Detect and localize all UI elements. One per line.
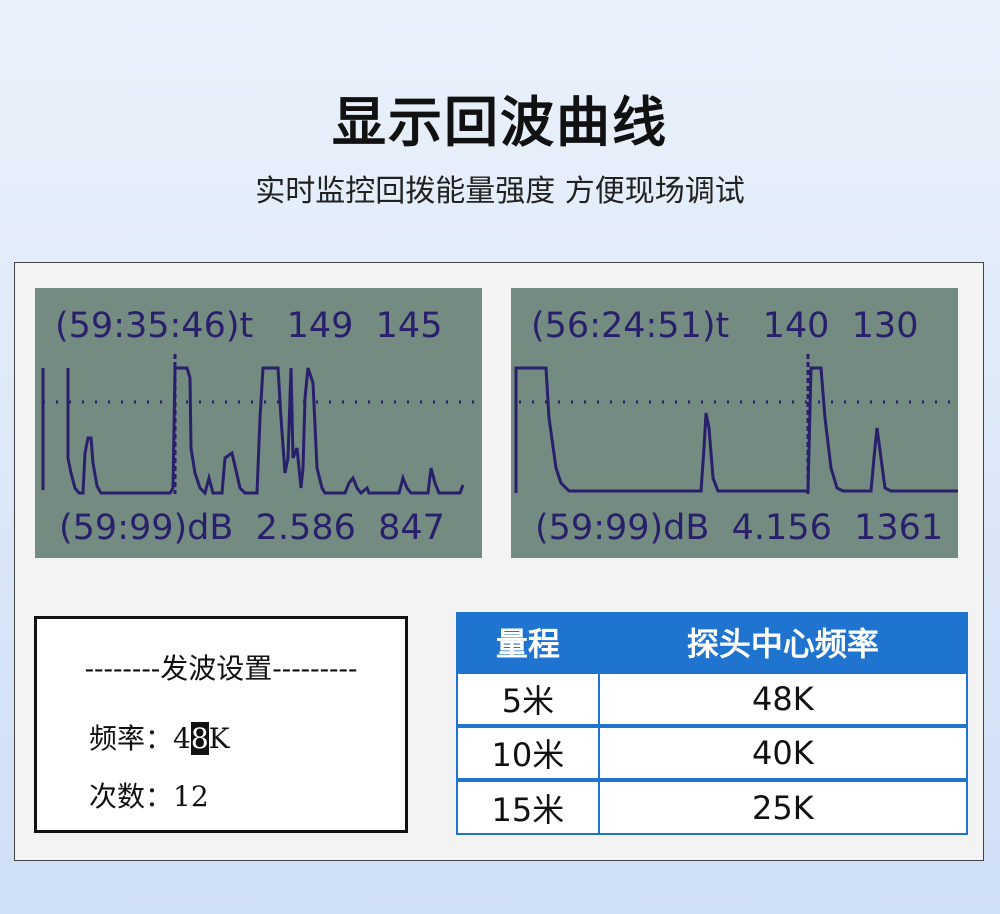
frequency-row: 频率：48K bbox=[89, 717, 230, 757]
lcd-2-time-readout: (56:24:51)t 140 130 bbox=[531, 306, 919, 346]
frequency-unit: K bbox=[208, 722, 230, 755]
cell-range: 15米 bbox=[456, 778, 600, 835]
lcd-echo-screen-2: (56:24:51)t 140 130 (59:99)dB 4.156 1361 bbox=[511, 288, 958, 558]
cell-range: 10米 bbox=[456, 724, 600, 781]
device-screens-panel: (59:35:46)t 149 145 (59:99)dB 2.586 847 … bbox=[14, 262, 984, 861]
cell-frequency: 25K bbox=[597, 778, 969, 835]
page-title: 显示回波曲线 bbox=[332, 91, 668, 154]
count-label: 次数： bbox=[89, 780, 174, 813]
echo-waveform-1 bbox=[41, 354, 477, 496]
lcd-1-time-readout: (59:35:46)t 149 145 bbox=[55, 306, 443, 346]
cell-frequency: 40K bbox=[597, 724, 969, 781]
lcd-2-db-readout: (59:99)dB 4.156 1361 bbox=[535, 508, 944, 548]
frequency-label: 频率： bbox=[89, 722, 174, 755]
cell-frequency: 48K bbox=[597, 670, 969, 727]
frequency-cursor-digit: 8 bbox=[190, 722, 209, 755]
lcd-1-db-readout: (59:99)dB 2.586 847 bbox=[59, 508, 445, 548]
settings-heading: --------发波设置--------- bbox=[84, 652, 358, 685]
table-row: 10米 40K bbox=[456, 724, 969, 781]
lcd-echo-screen-1: (59:35:46)t 149 145 (59:99)dB 2.586 847 bbox=[35, 288, 482, 558]
range-frequency-table: 量程 探头中心频率 5米 48K 10米 40K 15米 25K bbox=[456, 612, 969, 835]
header-range: 量程 bbox=[456, 612, 600, 673]
header-center-frequency: 探头中心频率 bbox=[597, 612, 969, 673]
count-value: 12 bbox=[173, 780, 209, 813]
table-row: 5米 48K bbox=[456, 670, 969, 727]
cell-range: 5米 bbox=[456, 670, 600, 727]
count-row: 次数：12 bbox=[89, 775, 209, 815]
table-row: 15米 25K bbox=[456, 778, 969, 835]
page-subtitle: 实时监控回拨能量强度 方便现场调试 bbox=[255, 174, 745, 209]
echo-waveform-2 bbox=[514, 354, 958, 494]
transmit-settings-screen: --------发波设置--------- 频率：48K 次数：12 bbox=[34, 616, 408, 833]
frequency-digit: 4 bbox=[173, 722, 191, 755]
